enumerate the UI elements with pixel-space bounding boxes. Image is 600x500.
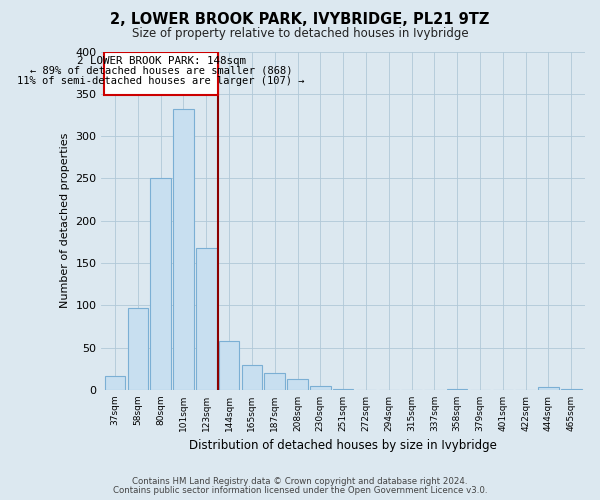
Bar bbox=[287, 379, 308, 390]
Bar bbox=[242, 364, 262, 390]
Text: 11% of semi-detached houses are larger (107) →: 11% of semi-detached houses are larger (… bbox=[17, 76, 305, 86]
X-axis label: Distribution of detached houses by size in Ivybridge: Distribution of detached houses by size … bbox=[189, 440, 497, 452]
Bar bbox=[151, 178, 171, 390]
Y-axis label: Number of detached properties: Number of detached properties bbox=[60, 133, 70, 308]
FancyBboxPatch shape bbox=[104, 52, 218, 96]
Bar bbox=[265, 373, 285, 390]
Text: 2, LOWER BROOK PARK, IVYBRIDGE, PL21 9TZ: 2, LOWER BROOK PARK, IVYBRIDGE, PL21 9TZ bbox=[110, 12, 490, 28]
Bar bbox=[219, 341, 239, 390]
Bar bbox=[333, 389, 353, 390]
Bar bbox=[447, 389, 467, 390]
Bar bbox=[173, 109, 194, 390]
Bar bbox=[128, 308, 148, 390]
Text: Contains HM Land Registry data © Crown copyright and database right 2024.: Contains HM Land Registry data © Crown c… bbox=[132, 477, 468, 486]
Bar bbox=[538, 386, 559, 390]
Text: Size of property relative to detached houses in Ivybridge: Size of property relative to detached ho… bbox=[131, 28, 469, 40]
Text: 2 LOWER BROOK PARK: 148sqm: 2 LOWER BROOK PARK: 148sqm bbox=[77, 56, 245, 66]
Text: Contains public sector information licensed under the Open Government Licence v3: Contains public sector information licen… bbox=[113, 486, 487, 495]
Bar bbox=[105, 376, 125, 390]
Bar bbox=[310, 386, 331, 390]
Text: ← 89% of detached houses are smaller (868): ← 89% of detached houses are smaller (86… bbox=[30, 66, 292, 76]
Bar bbox=[196, 248, 217, 390]
Bar bbox=[561, 389, 581, 390]
